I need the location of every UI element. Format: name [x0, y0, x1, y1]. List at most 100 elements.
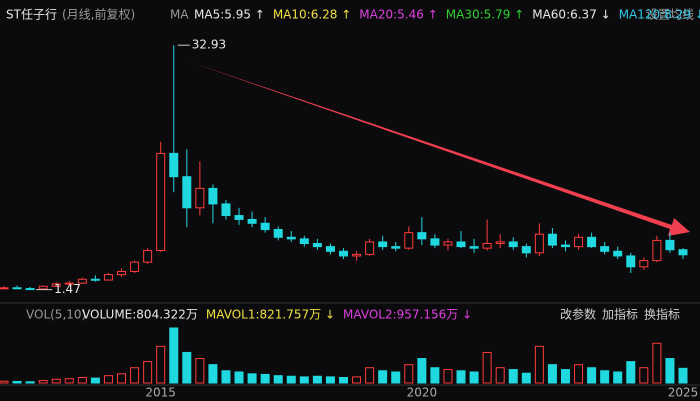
- volume-bar: [430, 367, 440, 384]
- candle-body: [77, 278, 87, 284]
- candle-body: [626, 255, 636, 268]
- ma-value: MA120:8.29 ↓: [619, 8, 700, 22]
- volume-bar: [665, 358, 675, 384]
- volume-bar: [273, 375, 283, 384]
- ma-value: MA10:6.28 ↑: [273, 8, 351, 22]
- volume-bar: [182, 351, 192, 384]
- volume-bar: [521, 372, 531, 384]
- candle-body: [521, 246, 531, 254]
- volume-bar: [678, 367, 688, 384]
- volume-bar: [482, 351, 492, 384]
- volume-bar: [456, 370, 466, 384]
- ma-label: MA: [170, 8, 189, 22]
- vol-value: MAVOL2:957.156万 ↓: [343, 308, 472, 322]
- candle-body: [587, 236, 597, 248]
- ma-value: MA30:5.79 ↑: [446, 8, 524, 22]
- candle-body: [195, 187, 205, 209]
- volume-bar: [221, 370, 231, 384]
- volume-bar: [534, 345, 544, 384]
- volume-bar: [508, 369, 518, 384]
- volume-bar: [0, 380, 9, 384]
- candle-body: [51, 283, 61, 287]
- volume-bar: [352, 376, 362, 384]
- trend-arrow: [190, 62, 690, 236]
- volume-bar: [12, 380, 22, 384]
- candle-body: [90, 278, 100, 281]
- volume-bar: [417, 358, 427, 384]
- indicator-button[interactable]: 加指标: [602, 307, 638, 322]
- candle-body: [574, 236, 584, 248]
- volume-bar: [260, 373, 270, 384]
- candle-body: [352, 253, 362, 257]
- settings-button[interactable]: 设置均线: [646, 8, 694, 22]
- candle-body: [273, 229, 283, 238]
- volume-bar: [195, 358, 205, 384]
- candle-body: [560, 244, 570, 248]
- candle-body: [365, 241, 375, 255]
- volume-bar: [299, 376, 309, 384]
- volume-bar: [77, 377, 87, 384]
- volume-bar: [90, 377, 100, 384]
- candle-body: [260, 222, 270, 231]
- volume-bar: [600, 370, 610, 384]
- volume-bar: [312, 375, 322, 384]
- ma-value: MA60:6.37 ↓: [532, 8, 610, 22]
- volume-bar: [247, 373, 257, 384]
- candle-body: [665, 239, 675, 251]
- candle-body: [130, 261, 140, 272]
- volume-bar: [639, 367, 649, 384]
- volume-bar: [339, 377, 348, 384]
- candle-body: [143, 250, 153, 263]
- candle-body: [678, 249, 688, 256]
- candle-body: [495, 241, 505, 245]
- x-tick-label: 2015: [145, 386, 176, 400]
- candle-body: [613, 250, 623, 257]
- candle-body: [325, 246, 335, 252]
- candle-body: [430, 238, 440, 246]
- candle-body: [38, 285, 48, 290]
- indicator-button[interactable]: 换指标: [644, 307, 680, 322]
- volume-bar: [103, 375, 113, 384]
- candle-body: [156, 152, 166, 252]
- candle-body: [443, 241, 453, 246]
- candle-body: [247, 218, 257, 224]
- volume-bar: [495, 367, 505, 384]
- volume-bar: [652, 342, 662, 384]
- volume-bar: [469, 371, 479, 384]
- volume-bar: [391, 371, 401, 384]
- volume-bar: [404, 364, 414, 384]
- candle-body: [286, 236, 296, 240]
- candle-body: [639, 260, 649, 268]
- candle-body: [417, 232, 427, 240]
- candle-body: [221, 203, 231, 217]
- vol-value: VOLUME:804.322万: [82, 308, 198, 322]
- volume-bar: [234, 371, 244, 384]
- candle-body: [64, 282, 74, 285]
- volume-bar: [365, 367, 375, 384]
- candle-body: [508, 241, 518, 248]
- low-annotation: 1.47: [54, 282, 81, 296]
- indicator-button[interactable]: 改参数: [560, 307, 596, 322]
- volume-bar: [64, 378, 74, 384]
- candle-body: [169, 152, 179, 178]
- candle-body: [182, 176, 192, 209]
- volume-bar: [613, 371, 623, 384]
- candle-body: [234, 215, 244, 220]
- candle-body: [103, 274, 113, 281]
- stock-name: ST任子行: [6, 8, 57, 22]
- candle-body: [534, 233, 544, 254]
- candle-body: [482, 243, 492, 249]
- candle-body: [208, 187, 218, 205]
- candle-body: [339, 250, 348, 257]
- candle-body: [0, 287, 9, 290]
- volume-bar: [574, 364, 584, 384]
- volume-bar: [443, 369, 453, 384]
- volume-bar: [325, 376, 335, 384]
- volume-bar: [156, 345, 166, 384]
- chart-mode: (月线,前复权): [62, 7, 135, 22]
- candle-body: [25, 288, 35, 291]
- volume-bar: [626, 361, 636, 384]
- volume-bar: [51, 378, 61, 384]
- volume-bar: [38, 380, 48, 384]
